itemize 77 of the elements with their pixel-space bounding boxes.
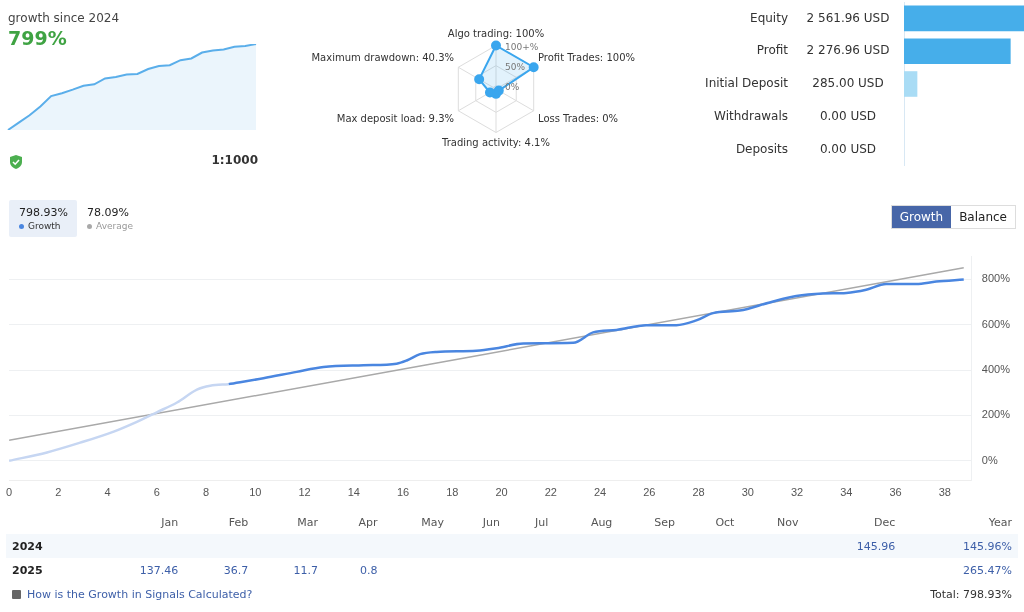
spoke-label: Max deposit load: 9.3%: [336, 112, 454, 124]
text: 265.47%: [963, 563, 1012, 577]
text: How is the Growth in Signals Calculated?: [27, 588, 253, 601]
category-label: 2025: [12, 563, 43, 577]
y-tick-label: 400%: [981, 363, 1011, 376]
text: 1:1000: [211, 153, 258, 167]
text: 137.46: [139, 563, 179, 577]
text: 11.7: [293, 563, 319, 577]
category-label: Jul: [533, 514, 550, 531]
x-tick-label: 6: [153, 486, 160, 499]
x-tick-label: 22: [544, 486, 557, 499]
spoke-label: Maximum drawdown: 40.3%: [311, 52, 454, 64]
category-label: Dec: [872, 514, 897, 531]
x-tick-label: 34: [840, 486, 853, 499]
category-label: May: [420, 514, 445, 531]
y-tick-label: Profit: [756, 43, 789, 58]
text: 36.7: [223, 563, 249, 577]
x-tick-label: 18: [446, 486, 459, 499]
x-tick-label: 38: [938, 486, 951, 499]
category-label: Feb: [227, 514, 250, 531]
chart-title: growth since 2024: [8, 11, 120, 25]
category-label: Jun: [481, 514, 501, 531]
y-tick-label: Withdrawals: [714, 108, 788, 123]
spoke-label: Profit Trades: 100%: [538, 52, 635, 64]
data-label: 285.00 USD: [812, 76, 884, 91]
x-tick-label: 32: [790, 486, 804, 499]
y-tick-label: 600%: [981, 317, 1011, 330]
x-tick-label: 4: [104, 486, 111, 499]
text: 145.96%: [963, 539, 1012, 553]
x-tick-label: 14: [347, 486, 360, 499]
y-tick-label: 200%: [981, 408, 1011, 421]
y-tick-label: Initial Deposit: [705, 76, 789, 91]
text: 798.93%: [19, 206, 68, 219]
data-label: 2 561.96 USD: [806, 10, 890, 25]
x-tick-label: 24: [593, 486, 607, 499]
y-tick-label: 50%: [505, 61, 526, 72]
category-label: Jan: [159, 514, 180, 531]
text: 78.09%: [87, 206, 130, 219]
x-tick-label: 16: [396, 486, 410, 499]
category-label: Mar: [296, 514, 320, 531]
legend-label: Growth: [28, 221, 61, 231]
x-tick-label: 30: [741, 486, 754, 499]
text: Total: 798.93%: [930, 588, 1012, 601]
spoke-label: Trading activity: 4.1%: [441, 137, 550, 149]
y-tick-label: 800%: [981, 272, 1011, 285]
data-label: 0.00 USD: [819, 108, 877, 123]
x-tick-label: 2: [55, 486, 62, 499]
x-tick-label: 10: [249, 486, 262, 499]
y-tick-label: 0%: [505, 82, 520, 93]
chart-subtitle: 799%: [8, 27, 67, 49]
y-tick-label: 100+%: [505, 41, 539, 52]
category-label: Year: [987, 514, 1013, 531]
spoke-label: Loss Trades: 0%: [538, 112, 619, 124]
y-tick-label: Deposits: [735, 141, 788, 156]
x-tick-label: 12: [298, 486, 311, 499]
category-label: 2024: [12, 539, 43, 553]
y-tick-label: 0%: [981, 453, 998, 466]
x-tick-label: 8: [202, 486, 210, 499]
x-tick-label: 0: [6, 486, 13, 499]
category-label: Oct: [714, 514, 736, 531]
x-tick-label: 28: [692, 486, 705, 499]
category-label: Aug: [589, 514, 614, 531]
category-label: Nov: [776, 514, 800, 531]
text: Balance: [958, 209, 1008, 226]
data-label: 0.00 USD: [819, 141, 877, 156]
category-label: Apr: [357, 514, 379, 531]
data-label: 2 276.96 USD: [806, 43, 890, 58]
x-tick-label: 20: [495, 486, 508, 499]
text: Growth: [891, 206, 952, 228]
legend-label: Average: [96, 221, 133, 231]
category-label: Sep: [653, 514, 677, 531]
spoke-label: Algo trading: 100%: [447, 28, 545, 40]
text: 0.8: [359, 563, 378, 577]
x-tick-label: 36: [889, 486, 902, 499]
text: 145.96: [856, 539, 896, 553]
x-tick-label: 26: [643, 486, 656, 499]
y-tick-label: Equity: [750, 10, 788, 25]
